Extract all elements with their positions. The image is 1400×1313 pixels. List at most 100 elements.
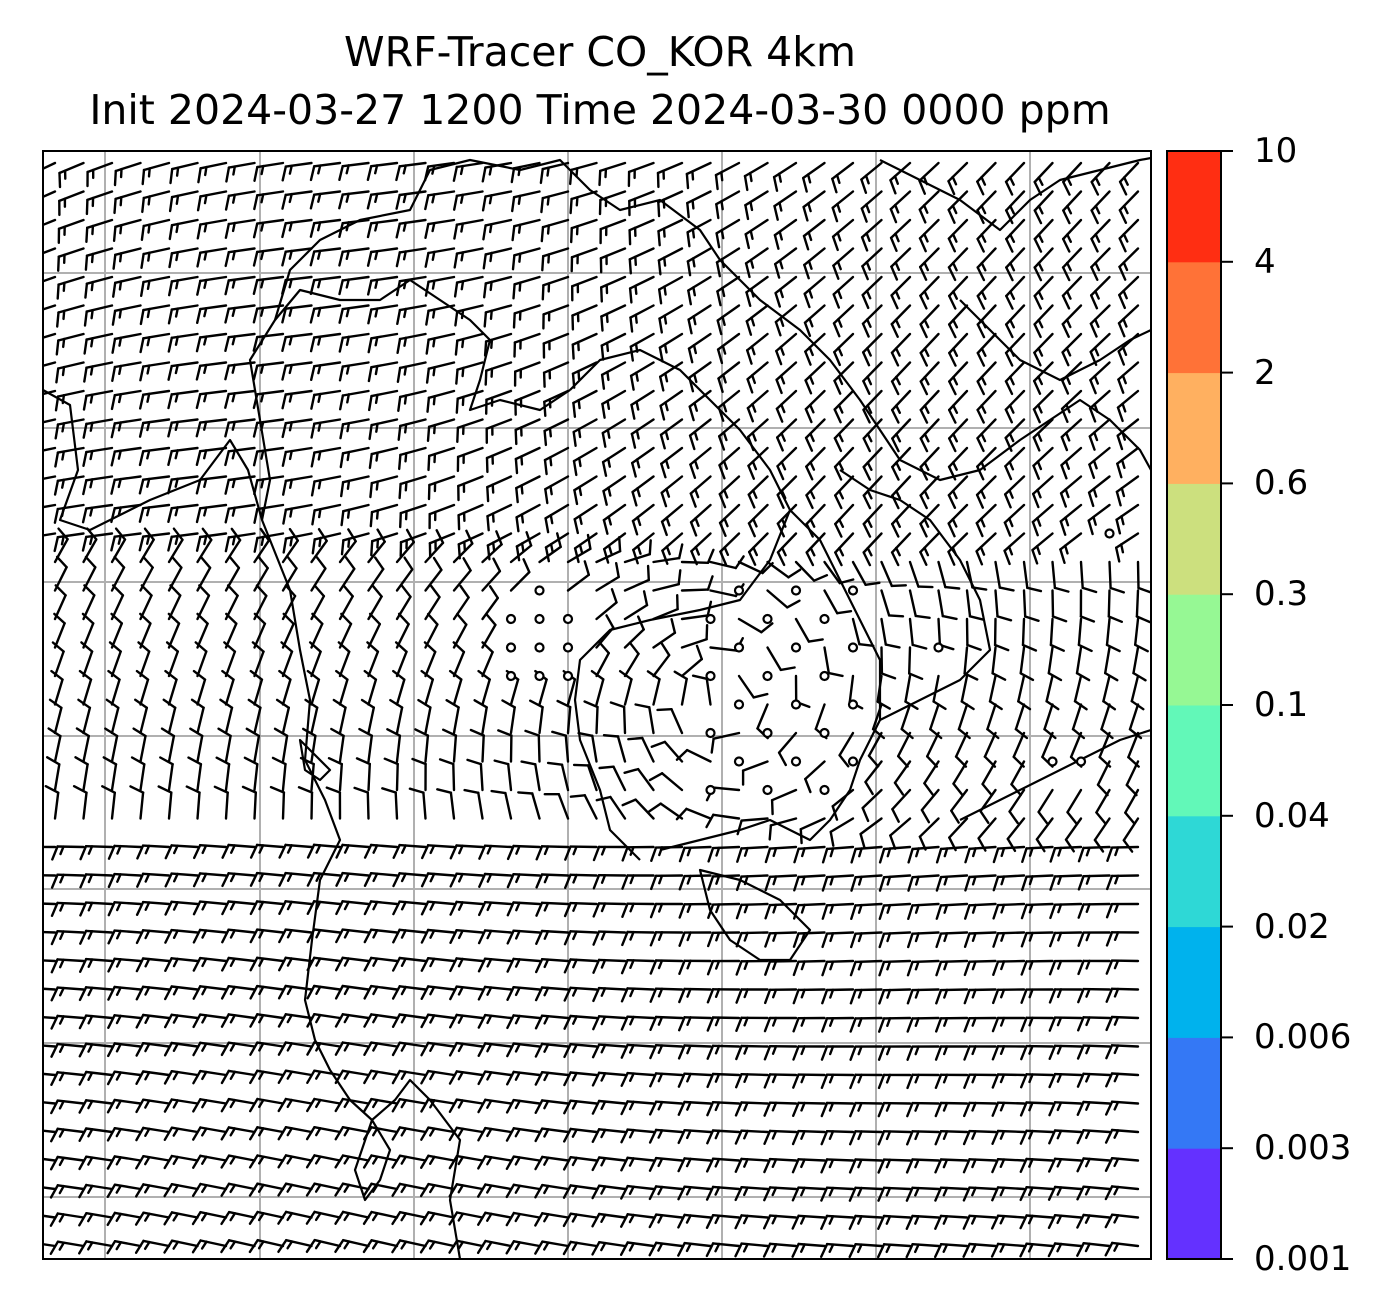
wind-barb (224, 446, 256, 467)
wind-barb (745, 275, 769, 307)
wind-barb (660, 446, 684, 479)
wind-barb (1117, 332, 1140, 366)
wind-barb (919, 389, 940, 424)
wind-barb (47, 727, 62, 763)
wind-barb (1021, 874, 1054, 892)
wind-barb (734, 1214, 769, 1230)
wind-barb (135, 929, 171, 945)
wind-barb (305, 1238, 342, 1254)
wind-barb (224, 190, 256, 211)
wind-barb (426, 389, 456, 413)
wind-barb (764, 959, 798, 976)
wind-barb (851, 617, 875, 647)
wind-barb (631, 475, 655, 507)
wind-barb (277, 1210, 313, 1225)
wind-barb (734, 1242, 769, 1258)
wind-barb (506, 1042, 541, 1058)
wind-barb (490, 789, 513, 820)
wind-barb (677, 1100, 712, 1116)
wind-barb (659, 418, 684, 450)
wind-barb (192, 1069, 228, 1085)
wind-barb (768, 817, 798, 841)
wind-barb (220, 1126, 256, 1141)
wind-barb (391, 1097, 427, 1113)
wind-barb (1104, 1213, 1140, 1229)
wind-barb (369, 475, 399, 499)
wind-barb (310, 556, 327, 592)
wind-barb (583, 700, 599, 735)
wind-barb (383, 757, 399, 792)
wind-barb (603, 532, 627, 564)
wind-barb (398, 446, 427, 471)
wind-barb (862, 418, 883, 453)
colorbar-segment (1167, 1148, 1221, 1260)
wind-barb (1100, 703, 1114, 740)
wind-barb (623, 767, 655, 792)
wind-barb (1116, 418, 1140, 451)
wind-barb (766, 560, 802, 579)
wind-barb (195, 446, 228, 466)
wind-barb (43, 845, 57, 849)
wind-barb (367, 332, 399, 354)
wind-barb (747, 446, 769, 480)
wind-barb (363, 984, 399, 1000)
wind-barb (905, 1158, 940, 1174)
calm-marker (733, 699, 745, 710)
wind-barb (113, 161, 142, 187)
wind-barb (363, 843, 399, 859)
wind-barb (591, 1156, 627, 1172)
wind-barb (600, 361, 627, 390)
wind-barb (223, 641, 237, 678)
wind-barb (391, 1182, 427, 1198)
wind-barb (224, 503, 256, 524)
wind-barb (335, 900, 370, 916)
wind-barb (880, 560, 907, 588)
wind-barb (138, 612, 152, 649)
wind-barb (277, 1069, 313, 1085)
wind-barb (48, 698, 63, 735)
wind-barb (101, 785, 117, 820)
wind-barb (762, 1242, 798, 1258)
wind-barb (630, 389, 655, 420)
colorbar-segment (1167, 372, 1221, 484)
wind-barb (252, 418, 285, 438)
wind-barb (449, 872, 484, 888)
wind-barb (792, 1016, 826, 1033)
wind-barb (79, 929, 114, 945)
wind-barb (50, 1042, 85, 1058)
wind-barb (890, 361, 912, 396)
wind-barb (715, 218, 741, 249)
wind-barb (1047, 1185, 1083, 1201)
wind-barb (277, 1154, 313, 1169)
wind-barb (689, 446, 712, 479)
wind-barb (877, 1243, 912, 1259)
wind-barb (454, 304, 484, 327)
wind-barb (600, 304, 627, 332)
wind-barb (72, 785, 88, 820)
wind-barb (820, 1129, 855, 1146)
wind-barb (688, 389, 712, 422)
wind-barb (50, 1071, 85, 1087)
wind-barb (1090, 218, 1111, 253)
wind-barb (82, 475, 114, 496)
coastline-china-east (43, 389, 462, 1259)
wind-barb (935, 1016, 969, 1033)
wind-barb (1105, 617, 1121, 653)
colorbar-ticks (1221, 150, 1233, 1260)
calm-marker (1075, 756, 1087, 767)
wind-barb (981, 760, 997, 797)
wind-barb (591, 1099, 627, 1115)
wind-barb (962, 1214, 997, 1230)
wind-barb (541, 275, 570, 301)
wind-barb (685, 161, 712, 190)
wind-barb (195, 361, 228, 381)
wind-barb (963, 1101, 997, 1118)
wind-barb (1033, 190, 1054, 225)
coastline-taiwan (353, 1118, 392, 1202)
wind-barb (43, 1186, 57, 1191)
colorbar-segment (1167, 705, 1221, 817)
wind-barb (591, 1184, 627, 1200)
wind-barb (196, 190, 228, 212)
wind-barb (363, 956, 399, 972)
wind-barb (877, 1214, 912, 1231)
